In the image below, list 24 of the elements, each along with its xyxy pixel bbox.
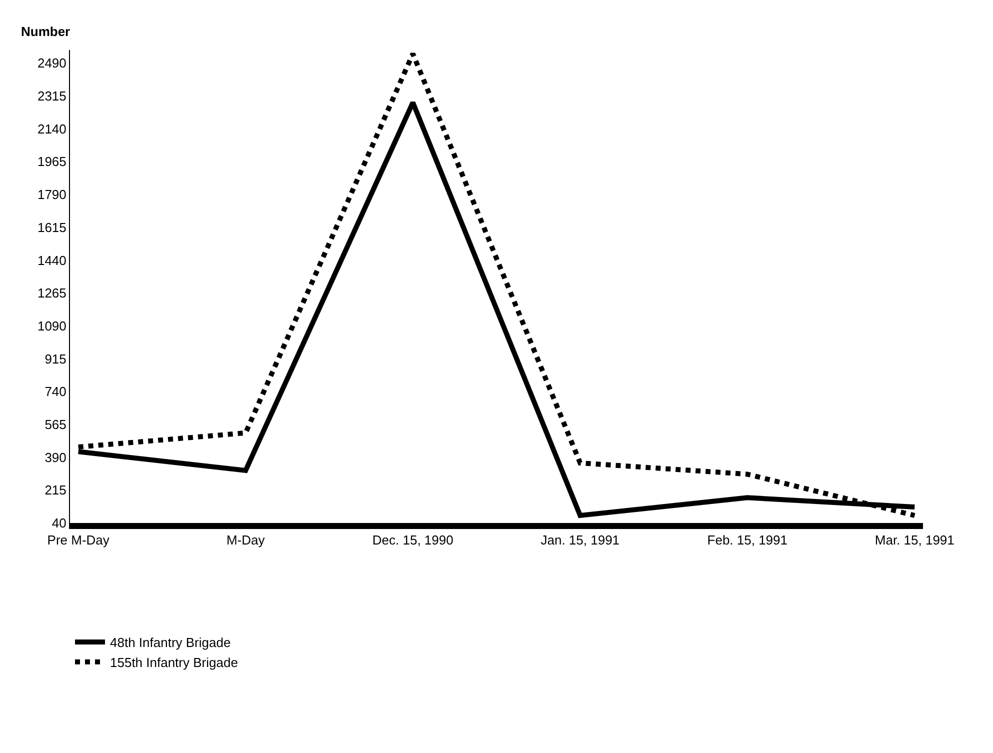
y-tick-label: 565 (44, 417, 66, 432)
y-tick-label: 2140 (37, 121, 66, 136)
x-tick-label: Pre M-Day (47, 532, 110, 548)
y-tick-label: 390 (44, 450, 66, 465)
y-tick-label: 40 (52, 516, 66, 531)
y-axis-title: Number (21, 24, 70, 39)
y-tick-label: 1440 (37, 252, 66, 268)
y-tick-label: 740 (44, 384, 66, 400)
y-tick-label: 1965 (37, 154, 66, 170)
x-tick-label: M-Day (226, 532, 266, 548)
x-tick-label: Dec. 15, 1990 (372, 532, 454, 548)
y-tick-label: 915 (44, 351, 66, 366)
legend-label: 155th Infantry Brigade (110, 654, 238, 670)
x-tick-label: Jan. 15, 1991 (540, 532, 620, 548)
y-tick-label: 215 (44, 482, 66, 498)
y-tick-label: 2315 (37, 88, 66, 104)
y-tick-label: 1265 (37, 286, 66, 301)
legend-label: 48th Infantry Brigade (110, 635, 231, 650)
y-tick-label: 2490 (37, 56, 66, 71)
y-tick-label: 1615 (37, 220, 66, 235)
x-tick-label: Mar. 15, 1991 (874, 532, 954, 548)
y-tick-label: 1090 (37, 318, 66, 334)
y-tick-label: 1790 (37, 187, 66, 202)
x-tick-label: Feb. 15, 1991 (707, 532, 788, 548)
